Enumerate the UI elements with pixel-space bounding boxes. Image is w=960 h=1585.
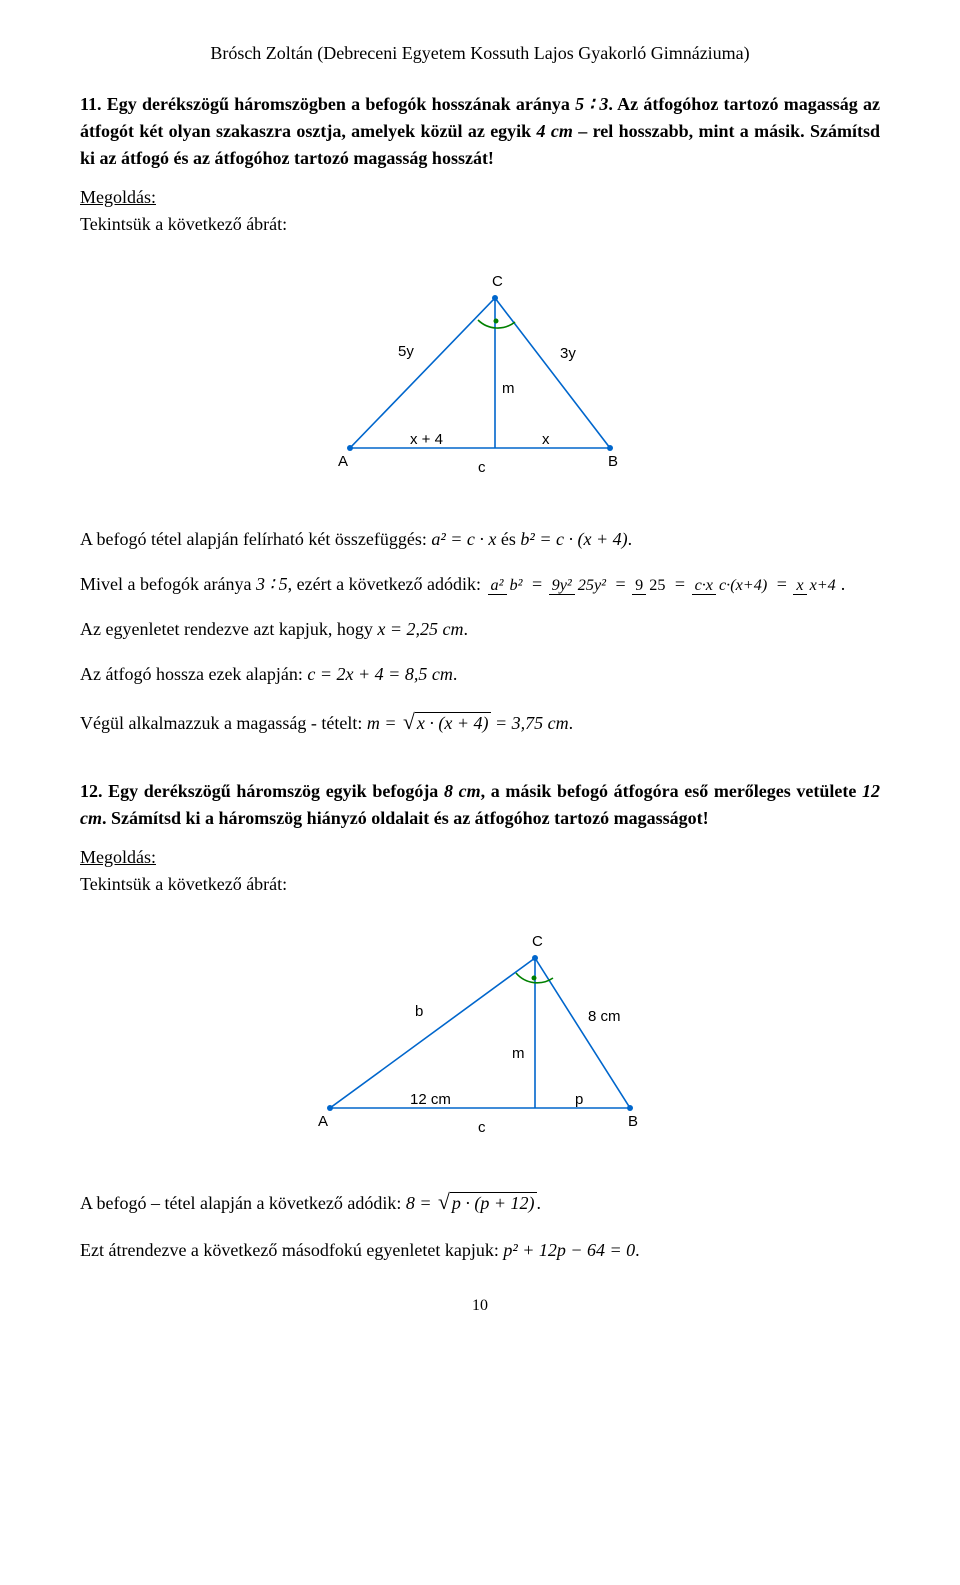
line-6-text: A befogó – tétel alapján a következő adó… bbox=[80, 1193, 406, 1213]
page-header: Brósch Zoltán (Debreceni Egyetem Kossuth… bbox=[80, 40, 880, 67]
eq3: x = 2,25 cm bbox=[377, 619, 463, 639]
line-2a: Mivel a befogók aránya bbox=[80, 574, 256, 594]
f4n: c·x bbox=[692, 576, 716, 595]
triangle-1-outline bbox=[350, 298, 610, 448]
line-6: A befogó – tétel alapján a következő adó… bbox=[80, 1186, 880, 1218]
eq5a: m = bbox=[367, 713, 401, 733]
eq5b: = 3,75 cm bbox=[491, 713, 569, 733]
figure-2: C A B b 8 cm m 12 cm p c bbox=[80, 918, 880, 1156]
line-3-text: Az egyenletet rendezve azt kapjuk, hogy bbox=[80, 619, 377, 639]
line-2: Mivel a befogók aránya 3 ∶ 5, ezért a kö… bbox=[80, 571, 880, 598]
f2n: 9y² bbox=[549, 576, 575, 595]
solution-2-intro: Tekintsük a következő ábrát: bbox=[80, 871, 880, 898]
problem-12-num: 12. bbox=[80, 781, 103, 801]
eq-1a: a² = c · x bbox=[431, 529, 496, 549]
label-x: x bbox=[542, 431, 550, 448]
problem-11-num: 11. bbox=[80, 94, 102, 114]
frac-3: 925 bbox=[632, 577, 668, 595]
label-C1: C bbox=[492, 273, 503, 290]
triangle-2-outline bbox=[330, 958, 630, 1108]
line-3: Az egyenletet rendezve azt kapjuk, hogy … bbox=[80, 616, 880, 643]
label-C2: C bbox=[532, 933, 543, 950]
solution-1-intro: Tekintsük a következő ábrát: bbox=[80, 211, 880, 238]
problem-12-t1: Egy derékszögű háromszög egyik befogója bbox=[108, 781, 444, 801]
f5n: x bbox=[793, 576, 806, 595]
label-B2: B bbox=[628, 1113, 638, 1130]
problem-11-len: 4 cm bbox=[537, 121, 573, 141]
triangle-1-svg: C A B 5y 3y m x + 4 x c bbox=[310, 258, 650, 488]
frac-1: a²b² bbox=[488, 577, 526, 595]
problem-12: 12. Egy derékszögű háromszög egyik befog… bbox=[80, 778, 880, 832]
sqrt-1: √x · (x + 4) bbox=[401, 706, 490, 738]
problem-11-t1: Egy derékszögű háromszögben a befogók ho… bbox=[107, 94, 575, 114]
label-b: b bbox=[415, 1003, 423, 1020]
f2d: 25y² bbox=[575, 576, 609, 594]
label-m1: m bbox=[502, 380, 515, 397]
label-xplus4: x + 4 bbox=[410, 431, 443, 448]
solution-2-underline: Megoldás: bbox=[80, 847, 156, 867]
f4d: c·(x+4) bbox=[716, 576, 770, 594]
line-1: A befogó tétel alapján felírható két öss… bbox=[80, 526, 880, 553]
label-B1: B bbox=[608, 453, 618, 470]
frac-5: xx+4 bbox=[793, 577, 838, 595]
and-text: és bbox=[501, 529, 521, 549]
right-angle-dot-2 bbox=[532, 976, 537, 981]
eq7: p² + 12p − 64 = 0 bbox=[503, 1240, 635, 1260]
label-5y: 5y bbox=[398, 343, 414, 360]
right-angle-dot-1 bbox=[494, 319, 499, 324]
label-m2: m bbox=[512, 1045, 525, 1062]
problem-11: 11. Egy derékszögű háromszögben a befogó… bbox=[80, 91, 880, 172]
eq4: c = 2x + 4 = 8,5 cm bbox=[307, 664, 452, 684]
line-7-text: Ezt átrendezve a következő másodfokú egy… bbox=[80, 1240, 503, 1260]
problem-12-t2: , a másik befogó átfogóra eső merőleges … bbox=[481, 781, 862, 801]
f3n: 9 bbox=[632, 576, 646, 595]
line-5-text: Végül alkalmazzuk a magasság - tételt: bbox=[80, 713, 367, 733]
eq-1b: b² = c · (x + 4) bbox=[520, 529, 627, 549]
triangle-2-svg: C A B b 8 cm m 12 cm p c bbox=[300, 918, 660, 1148]
frac-4: c·xc·(x+4) bbox=[692, 577, 771, 595]
solution-1-underline: Megoldás: bbox=[80, 187, 156, 207]
eq6rad: p · (p + 12) bbox=[450, 1192, 537, 1213]
problem-12-t3: . Számítsd ki a háromszög hiányzó oldala… bbox=[102, 808, 709, 828]
line-1-text: A befogó tétel alapján felírható két öss… bbox=[80, 529, 431, 549]
sqrt-2: √p · (p + 12) bbox=[436, 1186, 537, 1218]
solution-1-label: Megoldás: bbox=[80, 184, 880, 211]
label-c2: c bbox=[478, 1119, 486, 1136]
label-3y: 3y bbox=[560, 345, 576, 362]
eq5rad: x · (x + 4) bbox=[415, 712, 491, 733]
label-8cm: 8 cm bbox=[588, 1008, 621, 1025]
line-4: Az átfogó hossza ezek alapján: c = 2x + … bbox=[80, 661, 880, 688]
line-4-text: Az átfogó hossza ezek alapján: bbox=[80, 664, 307, 684]
frac-2: 9y²25y² bbox=[549, 577, 609, 595]
ratio35: 3 ∶ 5 bbox=[256, 574, 288, 594]
line-2b: , ezért a következő adódik: bbox=[288, 574, 486, 594]
f1d: b² bbox=[507, 576, 526, 594]
problem-11-ratio: 5 ∶ 3 bbox=[575, 94, 608, 114]
f3d: 25 bbox=[646, 576, 668, 594]
problem-12-b1: 8 cm bbox=[444, 781, 481, 801]
page-number: 10 bbox=[80, 1294, 880, 1318]
line-7: Ezt átrendezve a következő másodfokú egy… bbox=[80, 1237, 880, 1264]
f1n: a² bbox=[488, 576, 507, 595]
figure-1: C A B 5y 3y m x + 4 x c bbox=[80, 258, 880, 496]
label-12cm: 12 cm bbox=[410, 1091, 451, 1108]
label-A1: A bbox=[338, 453, 348, 470]
solution-2-label: Megoldás: bbox=[80, 844, 880, 871]
line-5: Végül alkalmazzuk a magasság - tételt: m… bbox=[80, 706, 880, 738]
f5d: x+4 bbox=[807, 576, 839, 594]
label-c1: c bbox=[478, 459, 486, 476]
eq6a: 8 = bbox=[406, 1193, 436, 1213]
label-A2: A bbox=[318, 1113, 328, 1130]
label-p: p bbox=[575, 1091, 583, 1108]
